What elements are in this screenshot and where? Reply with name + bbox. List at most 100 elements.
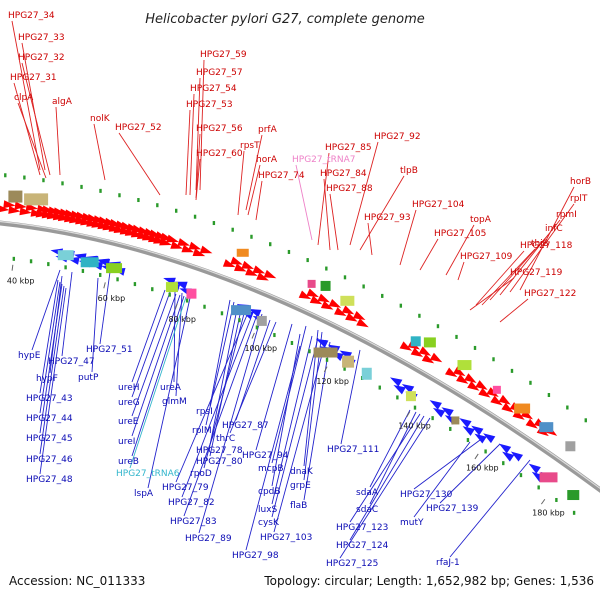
gene-label-reverse: flaB: [290, 501, 307, 511]
gene-label-forward: HPG27_85: [325, 143, 372, 153]
leader-line: [255, 323, 293, 451]
forward-gene-arrow: [498, 394, 511, 405]
forward-gene-arrow: [486, 387, 499, 397]
gene-label-forward: rpsT: [240, 141, 260, 151]
track-marker: [343, 275, 347, 280]
track-marker: [529, 380, 532, 385]
track-marker: [116, 277, 119, 282]
forward-gene-arrow: [263, 269, 277, 279]
reverse-gene-arrow: [393, 384, 406, 395]
leader-line: [93, 123, 106, 181]
gene-label-reverse: HPG27_124: [336, 541, 389, 551]
track-marker: [399, 303, 403, 308]
gene-label-forward: prfA: [258, 125, 278, 135]
scale-tick-mark: [406, 411, 411, 418]
scale-tick-label: 60 kbp: [98, 294, 126, 303]
scale-tick-label: 40 kbp: [7, 277, 35, 286]
leader-line: [519, 186, 575, 291]
reverse-gene-arrow: [248, 308, 262, 318]
reverse-gene-arrow: [315, 338, 329, 348]
track-marker: [273, 333, 276, 338]
track-marker: [306, 258, 309, 263]
gene-label-forward: HPG27_59: [200, 50, 247, 60]
leader-line: [39, 283, 63, 434]
gene-label-reverse: hypE: [18, 351, 41, 361]
track-marker: [566, 405, 569, 410]
gene-label-reverse: sdaA: [356, 488, 379, 498]
gene-label-reverse: luxS: [258, 505, 278, 515]
track-marker: [151, 287, 154, 292]
leader-line: [369, 411, 417, 505]
track-marker: [23, 175, 26, 180]
forward-gene-arrow: [75, 211, 89, 220]
leader-line: [449, 459, 531, 558]
gene-label-reverse: HPG27_139: [426, 504, 479, 514]
feature-block: [514, 403, 531, 414]
reverse-gene-arrow: [498, 443, 512, 454]
track-marker: [519, 473, 523, 478]
forward-gene-arrow: [352, 310, 366, 320]
leader-line: [39, 285, 65, 455]
map-title: Helicobacter pylori G27, complete genome: [145, 12, 424, 27]
scale-tick-label: 120 kbp: [316, 377, 349, 386]
forward-gene-arrow: [148, 234, 161, 243]
gene-label-forward: HPG27_tRNA7: [292, 155, 356, 165]
track-marker: [250, 234, 253, 239]
reverse-gene-arrow: [429, 400, 442, 410]
track-marker: [473, 345, 477, 350]
gene-label-forward: thiS: [531, 239, 549, 249]
forward-gene-arrow: [421, 353, 435, 364]
track-marker: [175, 208, 178, 213]
forward-gene-arrow: [69, 215, 82, 224]
gene-label-reverse: HPG27_47: [48, 357, 95, 367]
track-marker: [362, 284, 365, 289]
leader-line: [39, 287, 67, 475]
gene-label-reverse: HPG27_80: [196, 457, 243, 467]
forward-gene-arrow: [0, 205, 10, 212]
forward-gene-arrow: [192, 248, 206, 257]
feature-block: [567, 490, 580, 501]
reverse-gene-arrow: [502, 451, 515, 462]
track-marker: [255, 325, 259, 330]
gene-label-reverse: dnaK: [290, 467, 314, 477]
gene-label-reverse: HPG27_125: [326, 559, 378, 569]
leader-line: [175, 292, 183, 397]
feature-block: [451, 416, 460, 425]
gene-label-reverse: HPG27_51: [86, 345, 133, 355]
gene-label-forward: HPG27_92: [374, 132, 421, 142]
track-marker: [80, 184, 83, 189]
track-marker: [4, 173, 7, 178]
forward-gene-arrow: [170, 241, 183, 249]
track-marker: [168, 292, 171, 297]
leader-line: [271, 333, 301, 487]
forward-gene-arrow: [320, 300, 334, 310]
track-marker: [492, 357, 495, 362]
feature-block: [8, 190, 23, 203]
feature-block: [342, 355, 355, 368]
leader-line: [195, 133, 201, 199]
forward-gene-arrow: [298, 290, 312, 300]
forward-gene-arrow: [124, 228, 138, 236]
leader-line: [21, 42, 46, 171]
leader-line: [317, 152, 330, 246]
track-marker: [381, 293, 384, 298]
gene-label-reverse: mcpB: [258, 464, 284, 474]
track-marker: [418, 313, 421, 318]
reverse-gene-arrow: [96, 258, 110, 267]
leader-line: [349, 413, 421, 523]
feature-block: [539, 472, 558, 483]
track-marker: [413, 405, 417, 410]
forward-gene-arrow: [467, 380, 480, 391]
forward-gene-arrow: [102, 222, 116, 231]
gene-label-forward: horA: [256, 155, 278, 165]
forward-gene-arrow: [456, 374, 469, 384]
track-marker: [269, 242, 272, 247]
track-marker: [203, 304, 206, 309]
gene-label-forward: rpmI: [556, 210, 577, 220]
track-marker: [220, 311, 224, 316]
leader-line: [245, 134, 263, 211]
gene-label-reverse: mutY: [400, 518, 424, 528]
leader-line: [181, 309, 255, 498]
track-marker: [343, 366, 346, 371]
